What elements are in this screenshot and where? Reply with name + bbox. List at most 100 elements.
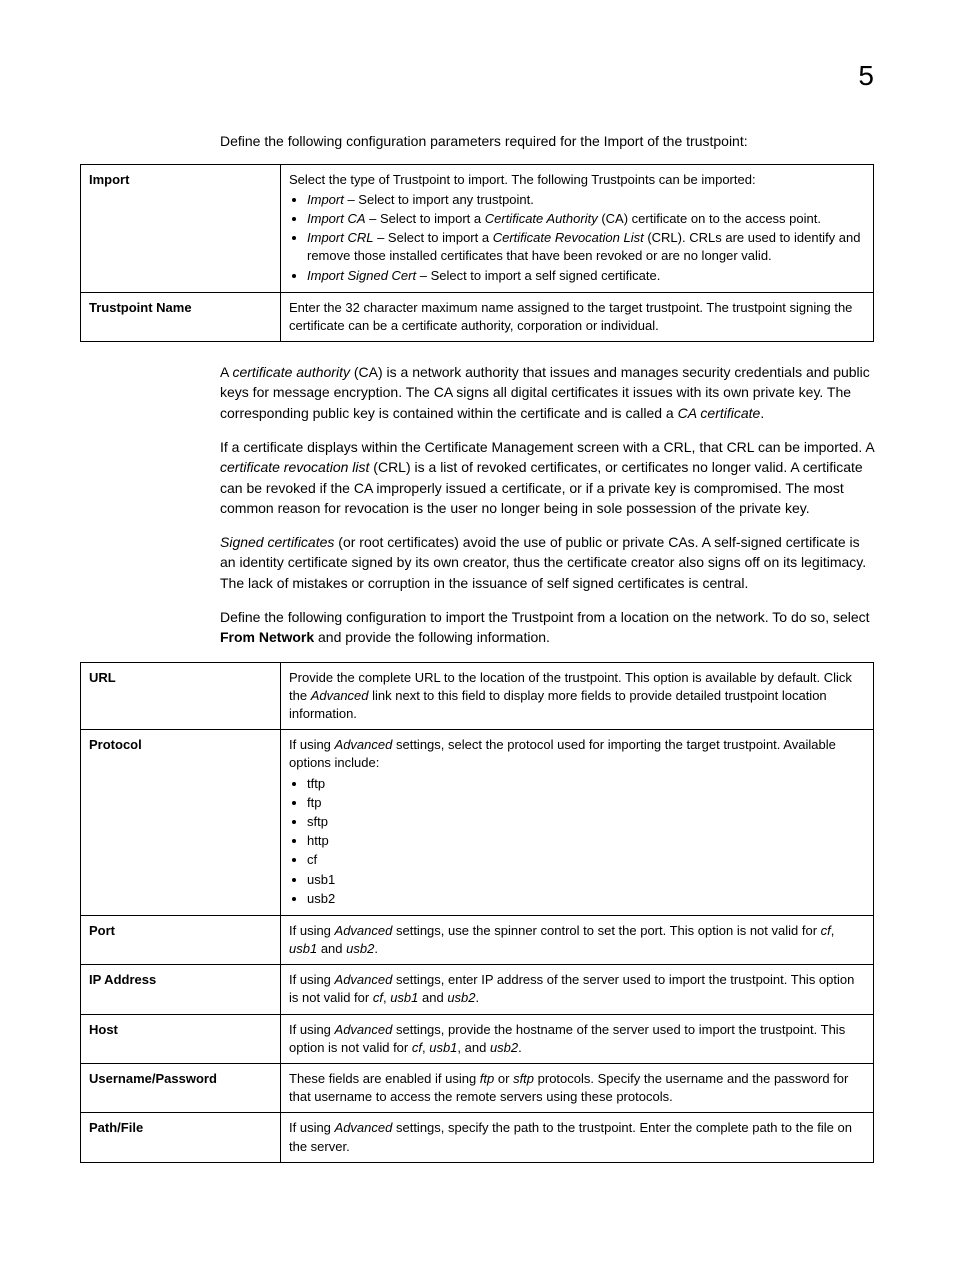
- term2: Certificate Revocation List: [493, 230, 644, 245]
- row-desc: If using Advanced settings, select the p…: [281, 730, 874, 916]
- table-row: Trustpoint Name Enter the 32 character m…: [81, 292, 874, 341]
- bullet-list: Import – Select to import any trustpoint…: [307, 191, 865, 285]
- table-row: IP Address If using Advanced settings, e…: [81, 965, 874, 1014]
- italic-term: ftp: [480, 1071, 494, 1086]
- row-label: Path/File: [81, 1113, 281, 1162]
- term2: Certificate Authority: [485, 211, 598, 226]
- text: or: [494, 1071, 513, 1086]
- network-config-table: URL Provide the complete URL to the loca…: [80, 662, 874, 1163]
- italic-term: usb2: [447, 990, 475, 1005]
- term: Import: [307, 192, 344, 207]
- text: If a certificate displays within the Cer…: [220, 439, 874, 455]
- text: and: [317, 941, 346, 956]
- import-config-table: Import Select the type of Trustpoint to …: [80, 164, 874, 343]
- bold-term: From Network: [220, 629, 314, 645]
- italic-term: usb2: [346, 941, 374, 956]
- desc-lead: Select the type of Trustpoint to import.…: [289, 172, 756, 187]
- table-row: Port If using Advanced settings, use the…: [81, 915, 874, 964]
- para-signed: Signed certificates (or root certificate…: [220, 532, 874, 593]
- list-item: http: [307, 832, 865, 850]
- row-desc: If using Advanced settings, specify the …: [281, 1113, 874, 1162]
- row-label: Username/Password: [81, 1064, 281, 1113]
- text: .: [760, 405, 764, 421]
- text: These fields are enabled if using: [289, 1071, 480, 1086]
- row-label: Host: [81, 1014, 281, 1063]
- text: ,: [831, 923, 835, 938]
- row-label: Trustpoint Name: [81, 292, 281, 341]
- row-label: Port: [81, 915, 281, 964]
- text: link next to this field to display more …: [289, 688, 827, 721]
- term: certificate revocation list: [220, 459, 369, 475]
- table-row: Username/Password These fields are enabl…: [81, 1064, 874, 1113]
- table-row: Path/File If using Advanced settings, sp…: [81, 1113, 874, 1162]
- italic-term: cf: [373, 990, 383, 1005]
- italic-term: usb1: [390, 990, 418, 1005]
- list-item: Import CA – Select to import a Certifica…: [307, 210, 865, 228]
- term: Import Signed Cert: [307, 268, 416, 283]
- list-item: cf: [307, 851, 865, 869]
- term: Import CA: [307, 211, 366, 226]
- italic-term: Advanced: [335, 1120, 393, 1135]
- italic-term: Advanced: [335, 972, 393, 987]
- table-row: Import Select the type of Trustpoint to …: [81, 164, 874, 292]
- page-number: 5: [80, 60, 874, 92]
- table-row: URL Provide the complete URL to the loca…: [81, 662, 874, 730]
- para-ca: A certificate authority (CA) is a networ…: [220, 362, 874, 423]
- list-item: Import CRL – Select to import a Certific…: [307, 229, 865, 265]
- term: Signed certificates: [220, 534, 334, 550]
- list-item: tftp: [307, 775, 865, 793]
- text: Define the following configuration to im…: [220, 609, 870, 625]
- text: – Select to import any trustpoint.: [344, 192, 534, 207]
- text: – Select to import a self signed certifi…: [416, 268, 660, 283]
- text: and provide the following information.: [314, 629, 550, 645]
- italic-term: Advanced: [335, 1022, 393, 1037]
- para-define: Define the following configuration to im…: [220, 607, 874, 648]
- text: – Select to import a: [366, 211, 485, 226]
- text: , and: [457, 1040, 490, 1055]
- table-row: Protocol If using Advanced settings, sel…: [81, 730, 874, 916]
- italic-term: sftp: [513, 1071, 534, 1086]
- list-item: usb1: [307, 871, 865, 889]
- italic-term: Advanced: [311, 688, 369, 703]
- text: .: [374, 941, 378, 956]
- row-desc: These fields are enabled if using ftp or…: [281, 1064, 874, 1113]
- row-desc: If using Advanced settings, enter IP add…: [281, 965, 874, 1014]
- bullet-list: tftp ftp sftp http cf usb1 usb2: [307, 775, 865, 908]
- term: CA certificate: [678, 405, 761, 421]
- italic-term: Advanced: [335, 923, 393, 938]
- text: (CA) certificate on to the access point.: [598, 211, 821, 226]
- text: settings, use the spinner control to set…: [392, 923, 820, 938]
- list-item: usb2: [307, 890, 865, 908]
- list-item: Import – Select to import any trustpoint…: [307, 191, 865, 209]
- italic-term: cf: [412, 1040, 422, 1055]
- text: If using: [289, 1022, 335, 1037]
- row-label: Protocol: [81, 730, 281, 916]
- text: If using: [289, 737, 335, 752]
- row-label: Import: [81, 164, 281, 292]
- italic-term: usb1: [429, 1040, 457, 1055]
- list-item: ftp: [307, 794, 865, 812]
- row-desc: Provide the complete URL to the location…: [281, 662, 874, 730]
- row-desc: If using Advanced settings, use the spin…: [281, 915, 874, 964]
- row-desc: Select the type of Trustpoint to import.…: [281, 164, 874, 292]
- table-row: Host If using Advanced settings, provide…: [81, 1014, 874, 1063]
- term: certificate authority: [232, 364, 350, 380]
- para-crl: If a certificate displays within the Cer…: [220, 437, 874, 518]
- row-desc: If using Advanced settings, provide the …: [281, 1014, 874, 1063]
- text: .: [476, 990, 480, 1005]
- text: If using: [289, 972, 335, 987]
- italic-term: cf: [821, 923, 831, 938]
- italic-term: Advanced: [335, 737, 393, 752]
- italic-term: usb1: [289, 941, 317, 956]
- row-label: IP Address: [81, 965, 281, 1014]
- text: and: [418, 990, 447, 1005]
- list-item: Import Signed Cert – Select to import a …: [307, 267, 865, 285]
- term: Import CRL: [307, 230, 373, 245]
- text: .: [518, 1040, 522, 1055]
- text: A: [220, 364, 232, 380]
- text: If using: [289, 1120, 335, 1135]
- italic-term: usb2: [490, 1040, 518, 1055]
- row-desc: Enter the 32 character maximum name assi…: [281, 292, 874, 341]
- row-label: URL: [81, 662, 281, 730]
- text: If using: [289, 923, 335, 938]
